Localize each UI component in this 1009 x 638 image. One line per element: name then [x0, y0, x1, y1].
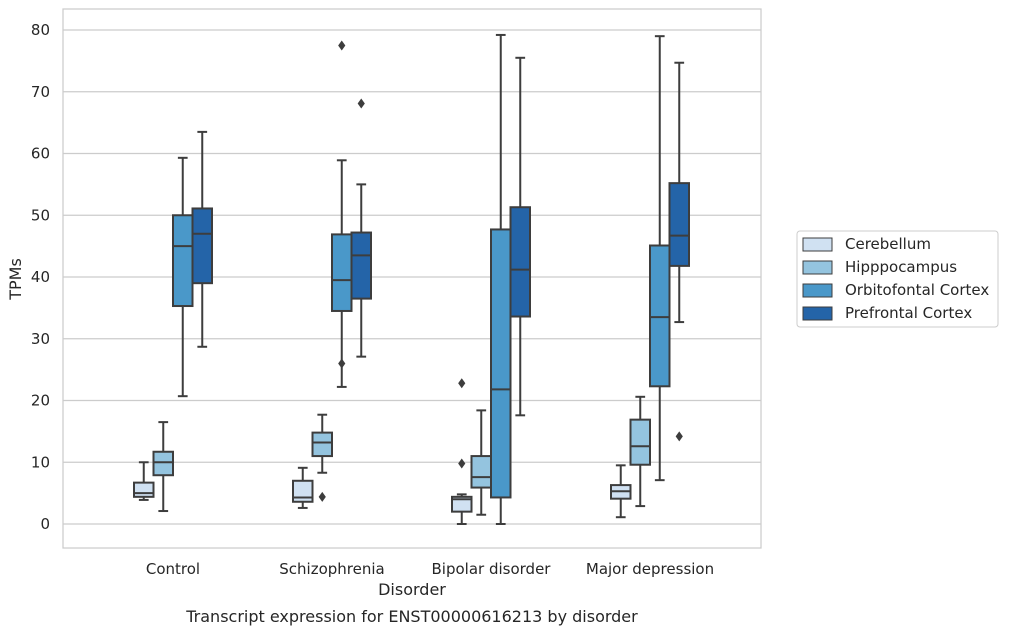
box-group — [610, 464, 632, 519]
box-group — [490, 33, 512, 525]
legend-item: Hipppocampus — [802, 258, 957, 276]
box — [191, 207, 213, 285]
series-hipppocampus — [152, 395, 651, 516]
series-cerebellum — [133, 378, 632, 525]
outlier-point — [357, 98, 365, 109]
outlier-point — [675, 431, 683, 442]
box — [490, 228, 512, 499]
box — [152, 450, 174, 477]
box-group — [191, 130, 213, 348]
legend: Cerebellum Hipppocampus Orbitofontal Corte… — [796, 230, 999, 328]
x-tick-label: Control — [146, 560, 200, 578]
box-group — [668, 61, 690, 442]
series-prefrontal-cortex — [191, 56, 690, 442]
legend-item: Prefrontal Cortex — [802, 304, 972, 322]
y-tick-label: 0 — [40, 515, 50, 533]
outlier-point — [338, 40, 346, 51]
outlier-point — [458, 378, 466, 389]
box — [133, 481, 155, 498]
legend-item: Cerebellum — [802, 235, 931, 253]
box — [649, 244, 671, 388]
box-group — [172, 156, 194, 398]
legend-item: Orbitofontal Cortex — [802, 281, 989, 299]
outlier-point — [338, 358, 346, 369]
box — [311, 431, 333, 458]
box — [350, 231, 372, 300]
legend-label: Hipppocampus — [845, 258, 957, 276]
series-orbitofontal-cortex — [172, 33, 671, 525]
box-group — [133, 461, 155, 501]
legend-swatch — [802, 237, 833, 252]
y-tick-label: 50 — [31, 206, 50, 224]
y-tick-label: 80 — [31, 21, 50, 39]
box — [668, 182, 690, 267]
box-group — [649, 35, 671, 482]
box — [470, 455, 492, 489]
y-tick-label: 20 — [31, 392, 50, 410]
outlier-point — [458, 458, 466, 469]
box-group — [311, 413, 333, 502]
box — [451, 495, 473, 513]
outlier-point — [318, 491, 326, 502]
box — [331, 233, 353, 312]
box — [292, 479, 314, 503]
y-axis-title: TPMs — [6, 258, 25, 301]
box-group — [451, 378, 473, 525]
legend-label: Cerebellum — [845, 235, 931, 253]
y-axis-ticks: 0 10 20 30 40 50 60 70 80 — [31, 21, 50, 533]
plot-area-frame — [62, 8, 762, 549]
box-group — [470, 409, 492, 516]
x-tick-label: Schizophrenia — [279, 560, 384, 578]
box — [172, 214, 194, 308]
box-group — [350, 98, 372, 358]
x-axis-title: Disorder — [378, 580, 446, 599]
y-tick-label: 40 — [31, 268, 50, 286]
legend-frame — [796, 230, 999, 328]
x-tick-label: Major depression — [586, 560, 714, 578]
y-tick-label: 70 — [31, 83, 50, 101]
box-groups — [133, 33, 690, 525]
legend-label: Prefrontal Cortex — [845, 304, 972, 322]
box — [629, 418, 651, 466]
x-axis-ticks: Control Schizophrenia Bipolar disorder Majo… — [146, 560, 714, 578]
box-group — [331, 40, 353, 388]
legend-swatch — [802, 260, 833, 275]
chart-caption: Transcript expression for ENST0000061621… — [185, 607, 638, 626]
x-tick-label: Bipolar disorder — [432, 560, 552, 578]
y-tick-label: 30 — [31, 330, 50, 348]
y-tick-label: 60 — [31, 145, 50, 163]
box-group — [292, 466, 314, 509]
legend-swatch — [802, 283, 833, 298]
box-group — [152, 421, 174, 513]
box-group — [509, 56, 531, 417]
box — [509, 206, 531, 318]
legend-label: Orbitofontal Cortex — [845, 281, 989, 299]
y-tick-label: 10 — [31, 453, 50, 471]
legend-swatch — [802, 306, 833, 321]
box-group — [629, 395, 651, 508]
legend-items: Cerebellum Hipppocampus Orbitofontal Corte… — [802, 235, 989, 322]
